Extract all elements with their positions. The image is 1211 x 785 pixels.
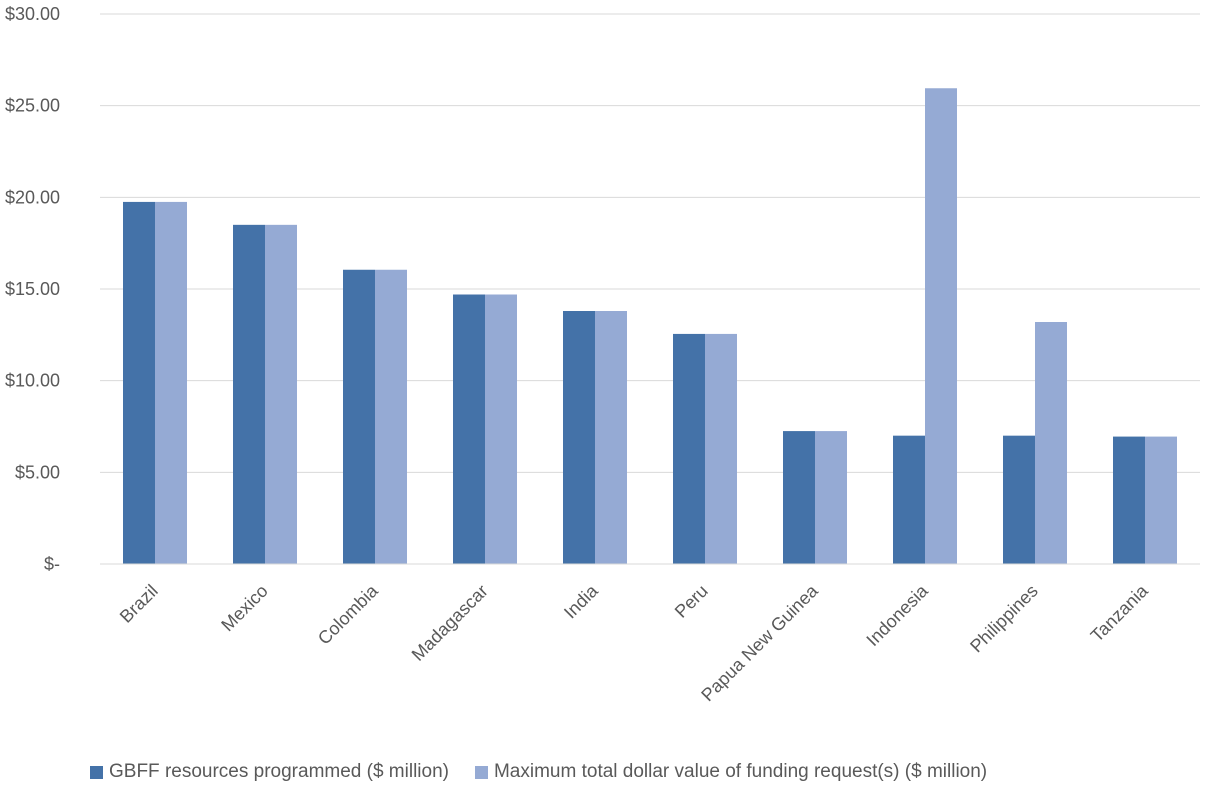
bar-series-1 xyxy=(815,431,847,564)
bar-series-0 xyxy=(893,435,925,564)
y-axis-ticks: $- $5.00 $10.00 $15.00 $20.00 $25.00 $30.00 xyxy=(5,4,60,574)
x-tick-label: India xyxy=(560,580,602,622)
legend: GBFF resources programmed ($ million) Ma… xyxy=(90,760,1013,784)
bar-series-0 xyxy=(673,333,705,564)
bar-series-0 xyxy=(783,431,815,564)
x-tick-label: Madagascar xyxy=(408,581,492,665)
x-tick-label: Indonesia xyxy=(862,580,932,650)
legend-swatch-series-0 xyxy=(90,765,103,779)
x-tick-label: Papua New Guinea xyxy=(697,580,822,705)
y-tick-label: $10.00 xyxy=(5,371,60,391)
bar-series-0 xyxy=(453,294,485,564)
y-tick-label: $20.00 xyxy=(5,187,60,207)
y-tick-label: $5.00 xyxy=(15,462,60,482)
legend-swatch-series-1 xyxy=(474,765,488,779)
bar-series-1 xyxy=(595,311,627,564)
bar-series-0 xyxy=(1003,435,1035,564)
bar-series-1 xyxy=(705,333,737,564)
x-tick-label: Colombia xyxy=(314,580,383,649)
legend-item-series-0: GBFF resources programmed ($ million) xyxy=(90,761,449,783)
bar-series-1 xyxy=(375,269,407,564)
bar-series-0 xyxy=(1113,436,1145,564)
x-tick-label: Brazil xyxy=(116,581,162,627)
x-axis-labels: Brazil Mexico Colombia Madagascar India PeruP… xyxy=(116,580,1153,705)
bar-series-1 xyxy=(1035,322,1067,564)
bar-series-0 xyxy=(233,224,265,565)
bar-series-0 xyxy=(123,201,155,564)
bar-series-0 xyxy=(563,311,595,564)
y-tick-label: $15.00 xyxy=(5,279,60,299)
x-tick-label: Mexico xyxy=(217,581,271,635)
bar-series-1 xyxy=(265,224,297,565)
y-tick-label: $25.00 xyxy=(5,96,60,116)
bar-series-1 xyxy=(485,294,517,564)
bar-series-1 xyxy=(925,88,957,564)
x-tick-label: Peru xyxy=(671,581,712,622)
legend-item-series-1: Maximum total dollar value of funding re… xyxy=(474,761,988,783)
bar-series-0 xyxy=(343,269,375,564)
legend-label-series-0: GBFF resources programmed ($ million) xyxy=(109,761,449,782)
y-tick-label: $- xyxy=(44,554,60,574)
legend-label-series-1: Maximum total dollar value of funding re… xyxy=(493,761,988,782)
bars xyxy=(123,88,1177,565)
x-tick-label: Philippines xyxy=(966,581,1042,657)
bar-series-1 xyxy=(1145,436,1177,564)
y-tick-label: $30.00 xyxy=(5,4,60,24)
x-tick-label: Tanzania xyxy=(1087,580,1153,646)
bar-series-1 xyxy=(155,201,187,564)
